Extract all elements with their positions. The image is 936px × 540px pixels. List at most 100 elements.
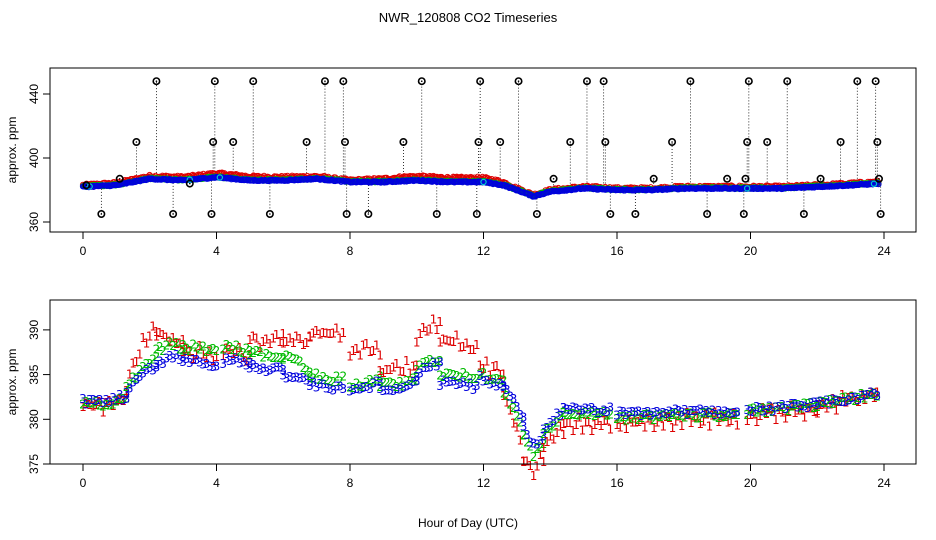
outlier-point	[606, 210, 615, 219]
series-2-label-point: 2	[279, 351, 287, 365]
series-2-label-point: 2	[520, 428, 528, 442]
series-1-label-point: 1	[775, 403, 783, 417]
series-3-point	[606, 186, 613, 193]
series-3-label-point: 3	[546, 416, 554, 430]
series-1-label-point: 1	[712, 405, 720, 419]
series-3-label-point: 3	[572, 401, 580, 415]
series-3-label-point: 3	[836, 394, 844, 408]
series-3-point	[874, 179, 881, 187]
series-2-label-point: 2	[426, 353, 434, 367]
series-2-label-point: 2	[436, 368, 444, 382]
series-1-label-point: 1	[493, 359, 501, 373]
series-3-label-point: 3	[588, 401, 596, 415]
outlier-point	[816, 174, 825, 183]
series-2-label-point: 2	[360, 380, 368, 394]
series-3-label-point: 3	[316, 377, 324, 391]
series-1-label-point: 1	[413, 335, 421, 349]
outlier-center	[210, 213, 213, 215]
series-2-label-point: 2	[591, 409, 599, 423]
series-2-label-point: 2	[730, 408, 738, 422]
series-1-label-point: 1	[456, 340, 464, 354]
series-2-label-point: 2	[832, 394, 840, 408]
series-3-label-point: 3	[578, 404, 586, 418]
series-1-label-point: 1	[106, 394, 114, 408]
series-2-label-point: 2	[709, 406, 717, 420]
series-3-label-point: 3	[750, 405, 758, 419]
series-2-label-point: 2	[229, 343, 237, 357]
series-3-label-point: 3	[520, 420, 528, 434]
series-2-label-point: 2	[569, 407, 577, 421]
series-1-label-point: 1	[136, 347, 144, 361]
series-3-label-point: 3	[861, 389, 869, 403]
top-y-axis: 360 400 440	[27, 84, 51, 232]
series-3-label-point: 3	[159, 357, 167, 371]
series-1-label-point: 1	[289, 336, 297, 350]
outlier-center	[172, 213, 174, 215]
series-2-label-point: 2	[253, 344, 261, 358]
series-3-label-point: 3	[413, 370, 421, 384]
series-3-label-point: 3	[203, 357, 211, 371]
series-3-label-point: 3	[496, 377, 504, 391]
series-3-label-point: 3	[553, 407, 561, 421]
series-1-label-point: 1	[410, 359, 418, 373]
series-2-label-point: 2	[622, 414, 630, 428]
series-1-label-point: 1	[629, 416, 637, 430]
outlier-point	[741, 174, 750, 183]
outlier-point	[339, 77, 348, 86]
series-2-label-point: 2	[778, 400, 786, 414]
series-3-label-point: 3	[239, 355, 247, 369]
series-2-label-point: 2	[842, 391, 850, 405]
outlier-point	[763, 138, 772, 147]
series-2-label-point: 2	[563, 408, 571, 422]
series-2-label-point: 2	[641, 408, 649, 422]
series-3-label-point: 3	[650, 406, 658, 420]
series-3-label-point: 3	[336, 379, 344, 393]
series-1-label-point: 1	[690, 411, 698, 425]
series-3-point	[458, 178, 465, 185]
series-2-label-point: 2	[597, 406, 605, 420]
series-2-label-point: 2	[83, 395, 91, 409]
series-1-label-point: 1	[753, 415, 761, 429]
series-2-label-point: 2	[613, 412, 621, 426]
series-1-label-point: 1	[724, 415, 732, 429]
series-2-label-point: 2	[486, 373, 494, 387]
series-2-label-point: 2	[543, 422, 551, 436]
series-3-label-point: 3	[246, 362, 254, 376]
series-1-label-point: 1	[560, 428, 568, 442]
series-2-label-point: 2	[99, 399, 107, 413]
series-2-label-point: 2	[156, 340, 164, 354]
series-1-label-point: 1	[450, 335, 458, 349]
series-1-label-point: 1	[591, 418, 599, 432]
series-3-label-point: 3	[139, 366, 147, 380]
x-tick-label: 8	[347, 476, 354, 490]
outlier-point	[302, 138, 311, 147]
series-1-label-point: 1	[313, 324, 321, 338]
series-3-label-point: 3	[569, 401, 577, 415]
series-1-label-point: 1	[594, 414, 602, 428]
series-2-label-point: 2	[829, 397, 837, 411]
series-3-label-point: 3	[366, 382, 374, 396]
outlier-center	[499, 141, 501, 143]
series-2-label-point: 2	[536, 440, 544, 454]
outlier-center	[402, 141, 405, 143]
series-3-label-point: 3	[810, 395, 818, 409]
series-2-label-point: 2	[273, 351, 281, 365]
outlier-center	[803, 213, 805, 215]
series-3-label-point: 3	[848, 391, 856, 405]
series-2-label-point: 2	[656, 410, 664, 424]
series-1-label-point: 1	[750, 408, 758, 422]
outlier-center	[878, 178, 880, 180]
series-1-label-point: 1	[550, 432, 558, 446]
outlier-center	[536, 213, 538, 215]
series-1-label-point: 1	[572, 418, 580, 432]
series-1-label-point: 1	[153, 329, 161, 343]
series-1-label-point: 1	[807, 401, 815, 415]
series-3-point	[392, 178, 400, 186]
series-1-label-point: 1	[199, 347, 207, 361]
series-1-label-point: 1	[393, 357, 401, 371]
series-1-label-point: 1	[269, 332, 277, 346]
series-3-label-point: 3	[678, 406, 686, 420]
series-1-label-point: 1	[426, 323, 434, 337]
series-2-label-point: 2	[246, 348, 254, 362]
series-2-label-point: 2	[626, 409, 634, 423]
